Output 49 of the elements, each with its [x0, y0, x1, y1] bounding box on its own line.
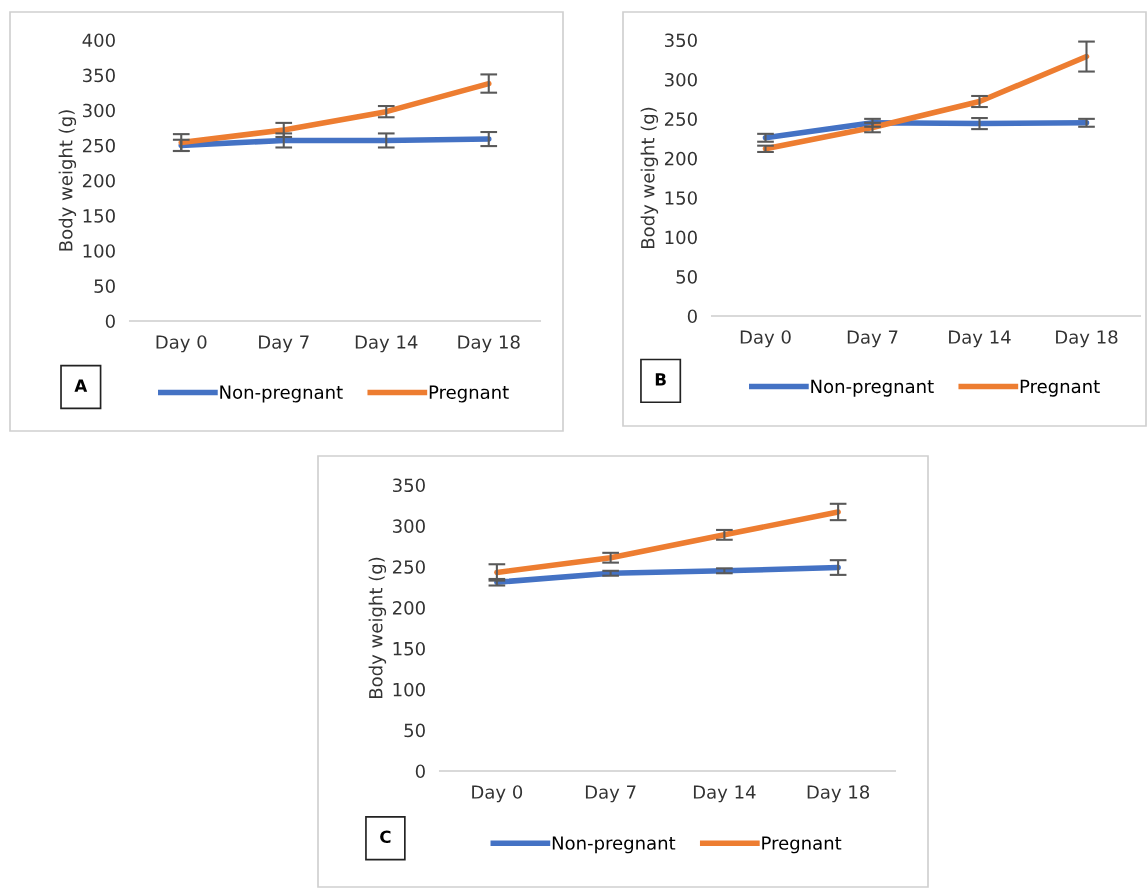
- x-tick-label: Day 18: [458, 335, 520, 353]
- text: A: [74, 379, 88, 392]
- y-tick-label: 300: [393, 519, 425, 533]
- y-tick-label: 350: [393, 478, 425, 493]
- y-tick-label: 400: [82, 33, 115, 48]
- y-tick-label: 200: [82, 173, 115, 188]
- y-tick-label: 100: [665, 230, 697, 245]
- legend-label: Pregnant: [762, 836, 842, 854]
- y-tick-label: 350: [83, 68, 115, 83]
- y-tick-label: 100: [83, 244, 115, 258]
- x-tick-label: Day 18: [807, 785, 870, 803]
- y-axis-title: Body weight (g): [368, 557, 387, 698]
- y-tick-label: 0: [105, 314, 115, 329]
- y-tick-label: 200: [664, 151, 697, 166]
- y-tick-label: 200: [392, 601, 425, 615]
- x-tick-label: Day 0: [156, 335, 207, 353]
- y-tick-label: 250: [392, 560, 425, 574]
- legend-label: Non-pregnant: [220, 385, 343, 403]
- y-tick-label: 100: [393, 682, 425, 697]
- y-tick-label: 350: [665, 33, 697, 48]
- text: B: [655, 373, 666, 386]
- y-axis-title: Body weight (g): [58, 110, 77, 251]
- x-tick-label: Day 7: [259, 335, 309, 353]
- y-tick-label: 300: [83, 103, 115, 118]
- text: C: [380, 830, 391, 844]
- legend-label: Non-pregnant: [811, 379, 934, 397]
- y-tick-label: 300: [665, 72, 697, 87]
- y-tick-label: 50: [94, 279, 115, 293]
- y-tick-label: 50: [404, 723, 425, 738]
- y-tick-label: 150: [665, 191, 697, 205]
- y-tick-label: 0: [687, 309, 697, 324]
- x-tick-label: Day 7: [585, 785, 636, 803]
- legend-label: Pregnant: [429, 385, 509, 403]
- y-tick-label: 250: [82, 138, 115, 153]
- x-tick-label: Day 14: [693, 785, 756, 803]
- y-axis-title: Body weight (g): [640, 107, 659, 248]
- x-tick-label: Day 18: [1056, 330, 1118, 348]
- legend-label: Pregnant: [1020, 379, 1100, 397]
- x-tick-label: Day 7: [847, 330, 898, 348]
- legend-label: Non-pregnant: [552, 836, 676, 854]
- y-tick-label: 150: [83, 209, 115, 223]
- x-tick-label: Day 0: [472, 785, 523, 803]
- x-tick-label: Day 14: [949, 330, 1011, 348]
- x-tick-label: Day 14: [355, 335, 418, 353]
- y-tick-label: 250: [664, 112, 697, 126]
- x-tick-label: Day 0: [740, 330, 791, 348]
- y-tick-label: 0: [415, 764, 425, 779]
- y-tick-label: 150: [393, 641, 425, 656]
- y-tick-label: 50: [676, 270, 697, 284]
